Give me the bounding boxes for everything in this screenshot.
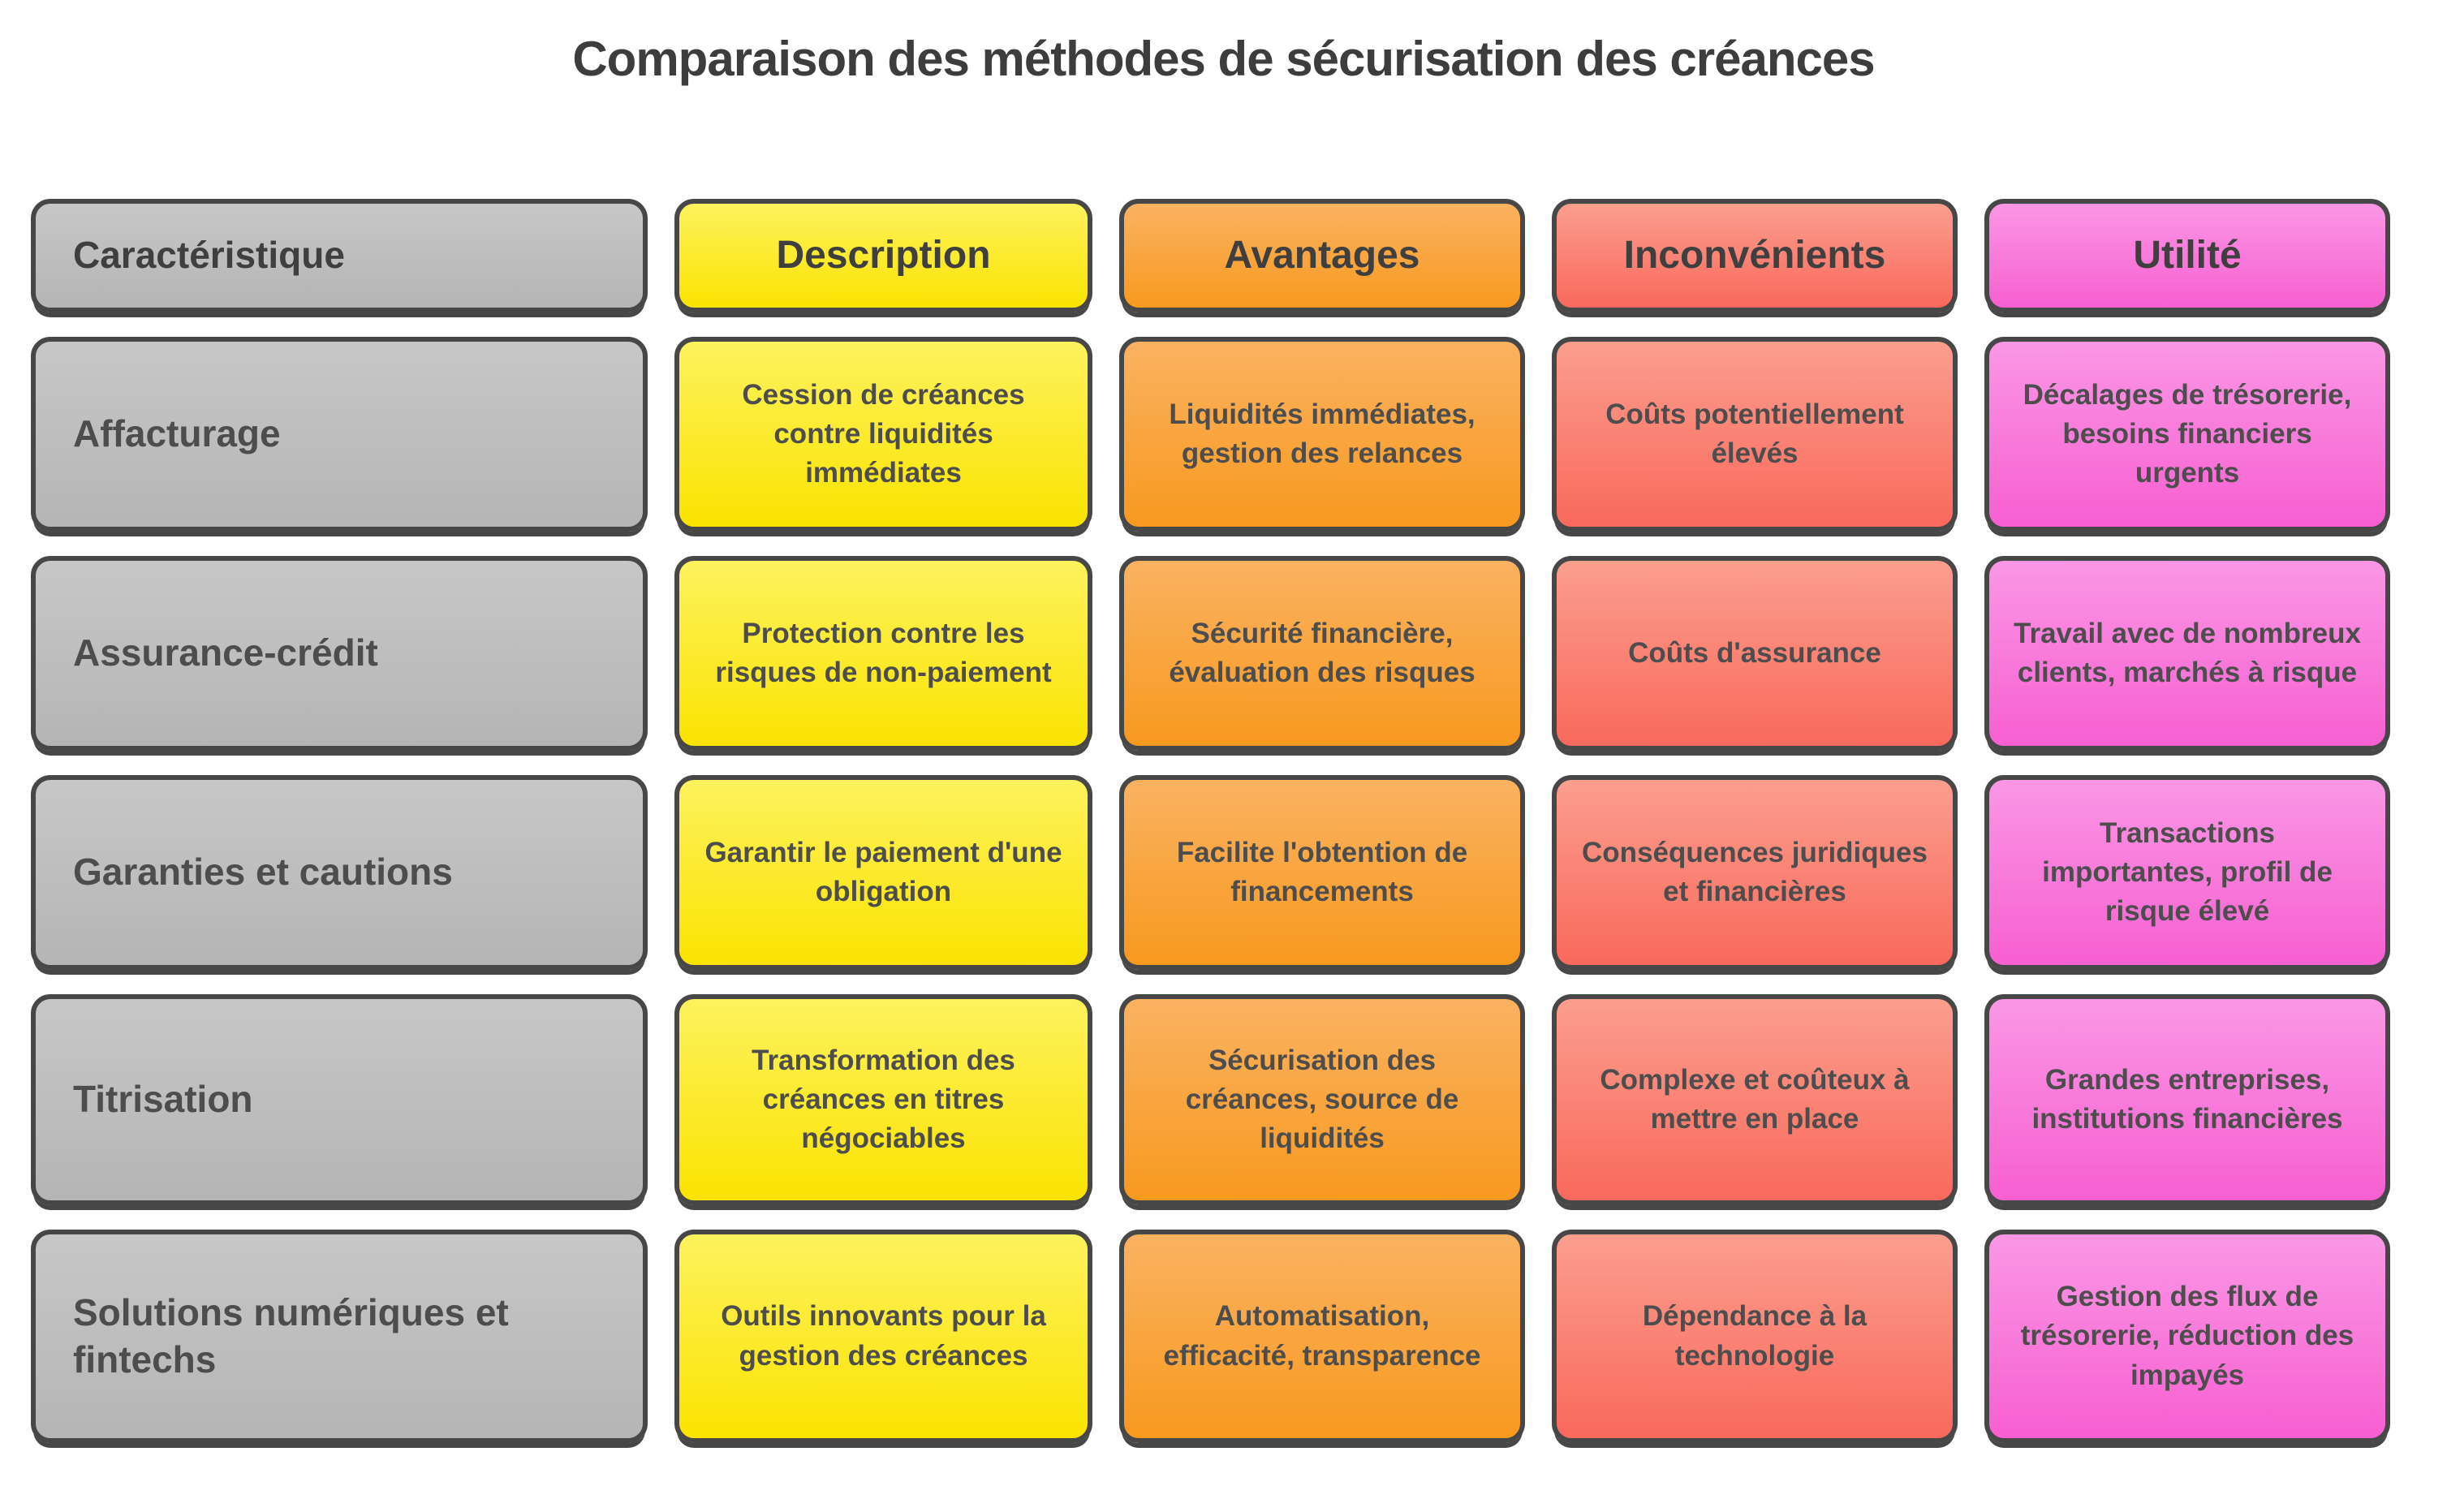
row-solutions-numeriques-avantages-cell: Automatisation, efficacité, transparence	[1119, 1230, 1525, 1443]
row-garanties-avantages-cell: Facilite l'obtention de financements	[1119, 775, 1525, 970]
row-affacturage-avantages-cell: Liquidités immédiates, gestion des relan…	[1119, 337, 1525, 532]
page-title: Comparaison des méthodes de sécurisation…	[572, 32, 1875, 86]
row-solutions-numeriques-inconvenients-cell: Dépendance à la technologie	[1552, 1230, 1958, 1443]
row-garanties-inconvenients-cell: Conséquences juridiques et financières	[1552, 775, 1958, 970]
comparison-table: Caractéristique Description Avantages In…	[31, 199, 2390, 1443]
row-titrisation-avantages-cell: Sécurisation des créances, source de liq…	[1119, 994, 1525, 1205]
row-titrisation-utilite-cell: Grandes entreprises, institutions financ…	[1984, 994, 2390, 1205]
row-assurance-credit-description-cell: Protection contre les risques de non-pai…	[674, 556, 1092, 751]
header-cell-avantages: Avantages	[1119, 199, 1525, 312]
header-cell-inconvenients: Inconvénients	[1552, 199, 1958, 312]
header-cell-utilite: Utilité	[1984, 199, 2390, 312]
row-assurance-credit-inconvenients-cell: Coûts d'assurance	[1552, 556, 1958, 751]
row-garanties-utilite-cell: Transactions importantes, profil de risq…	[1984, 775, 2390, 970]
row-solutions-numeriques-description-cell: Outils innovants pour la gestion des cré…	[674, 1230, 1092, 1443]
row-garanties-label: Garanties et cautions	[31, 775, 648, 970]
row-affacturage-description-cell: Cession de créances contre liquidités im…	[674, 337, 1092, 532]
row-assurance-credit-utilite-cell: Travail avec de nombreux clients, marché…	[1984, 556, 2390, 751]
row-solutions-numeriques-label: Solutions numériques et fintechs	[31, 1230, 648, 1443]
header-cell-description: Description	[674, 199, 1092, 312]
row-affacturage-label: Affacturage	[31, 337, 648, 532]
row-garanties-description-cell: Garantir le paiement d'une obligation	[674, 775, 1092, 970]
row-assurance-credit-label: Assurance-crédit	[31, 556, 648, 751]
row-affacturage-utilite-cell: Décalages de trésorerie, besoins financi…	[1984, 337, 2390, 532]
row-affacturage-inconvenients-cell: Coûts potentiellement élevés	[1552, 337, 1958, 532]
row-solutions-numeriques-utilite-cell: Gestion des flux de trésorerie, réductio…	[1984, 1230, 2390, 1443]
row-titrisation-label: Titrisation	[31, 994, 648, 1205]
header-cell-caracteristique: Caractéristique	[31, 199, 648, 312]
row-assurance-credit-avantages-cell: Sécurité financière, évaluation des risq…	[1119, 556, 1525, 751]
row-titrisation-inconvenients-cell: Complexe et coûteux à mettre en place	[1552, 994, 1958, 1205]
row-titrisation-description-cell: Transformation des créances en titres né…	[674, 994, 1092, 1205]
